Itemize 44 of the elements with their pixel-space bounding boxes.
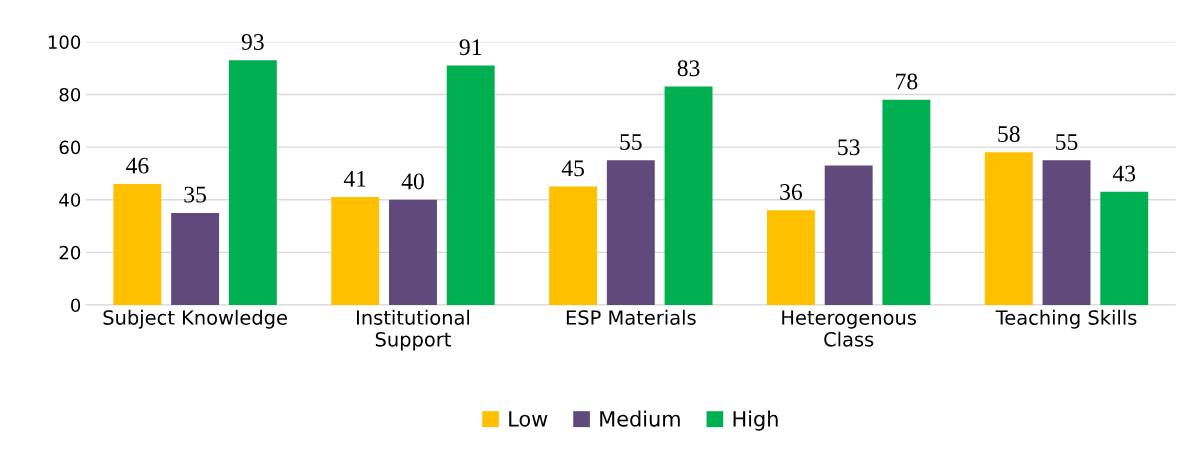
data-label: 93 [241,34,264,50]
data-label: 55 [620,134,642,150]
legend-label: Medium [600,410,680,427]
bar [228,60,277,305]
data-label: 91 [459,39,482,56]
bar [984,152,1033,305]
data-label: 78 [896,73,918,90]
data-label: 83 [677,60,700,77]
y-tick-label: 0 [71,298,81,313]
y-tick-label: 40 [59,193,81,207]
x-tick-label: Teaching Skills [995,309,1137,329]
x-tick-label: Institutional Support [357,309,470,351]
x-tick-label: Subject Knowledge [103,309,287,329]
bar [606,160,655,305]
data-label: 41 [343,170,366,187]
y-tick-label: 100 [48,35,81,49]
y-tick-label: 60 [59,140,81,155]
data-label: 43 [1112,165,1136,182]
y-tick-label: 80 [59,87,81,102]
y-tick-label: 20 [59,245,81,260]
bar [882,99,931,305]
data-label: 55 [1056,134,1078,150]
bar [113,183,162,305]
data-label: 40 [401,173,424,190]
data-label: 58 [998,126,1020,143]
data-label: 45 [561,160,584,177]
bar [549,186,598,305]
bar [389,199,437,305]
bar [664,86,713,305]
legend-label: Low [509,411,548,427]
x-tick-label: ESP Materials [566,309,696,325]
bar [824,165,873,305]
bar [1100,191,1149,305]
bar [446,65,495,305]
bar [171,212,220,305]
data-label: 35 [184,186,206,203]
data-label: 36 [780,184,803,200]
bar [1042,160,1091,305]
data-label: 53 [838,139,860,156]
data-label: 46 [126,157,149,174]
x-tick-label: Heterogenous Class [782,310,917,347]
bar [766,210,815,305]
legend-label: High [733,410,778,431]
bar [331,197,380,305]
